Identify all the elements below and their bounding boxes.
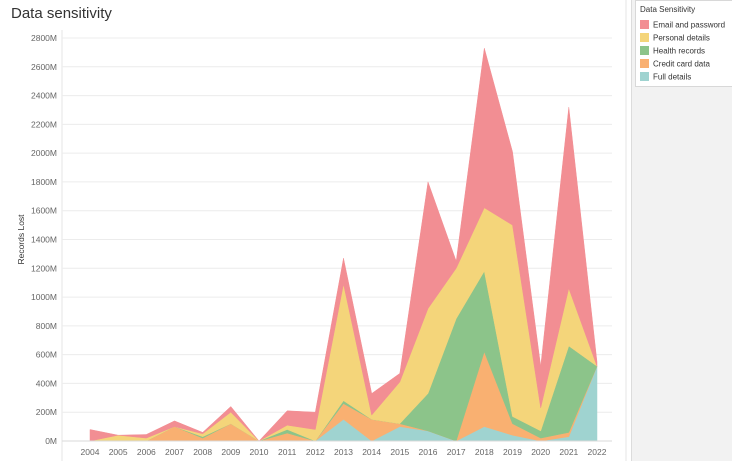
legend-swatch	[640, 46, 649, 56]
y-tick-label: 2800M	[31, 33, 57, 43]
y-tick-label: 1000M	[31, 292, 57, 302]
legend-item-credit-card-data[interactable]: Credit card data	[640, 59, 710, 69]
chart-title: Data sensitivity	[11, 5, 112, 22]
legend-item-full-details[interactable]: Full details	[640, 72, 691, 82]
x-tick-label: 2004	[81, 447, 100, 457]
x-tick-label: 2015	[390, 447, 409, 457]
y-tick-label: 200M	[36, 407, 57, 417]
legend-label: Health records	[653, 46, 706, 56]
legend-swatch	[640, 59, 649, 69]
x-tick-label: 2022	[588, 447, 607, 457]
y-tick-label: 1400M	[31, 235, 57, 245]
y-tick-label: 0M	[45, 436, 57, 446]
y-tick-label: 1600M	[31, 206, 57, 216]
y-tick-label: 2200M	[31, 119, 57, 129]
x-tick-label: 2005	[109, 447, 128, 457]
x-tick-label: 2014	[362, 447, 381, 457]
x-tick-label: 2010	[250, 447, 269, 457]
legend-label: Email and password	[653, 20, 726, 30]
legend-item-health-records[interactable]: Health records	[640, 46, 705, 56]
x-tick-label: 2006	[137, 447, 156, 457]
area-chart: 0M 200M 400M 600M 800M 1000M 1200M 1400M 1600M 18…	[16, 0, 627, 461]
y-tick-label: 2400M	[31, 91, 57, 101]
legend-swatch	[640, 20, 649, 30]
x-tick-label: 2008	[193, 447, 212, 457]
y-tick-label: 2000M	[31, 148, 57, 158]
y-tick-label: 600M	[36, 350, 57, 360]
y-tick-label: 1800M	[31, 177, 57, 187]
x-tick-label: 2011	[278, 447, 297, 457]
x-tick-label: 2016	[419, 447, 438, 457]
legend-title: Data Sensitivity	[640, 5, 696, 14]
y-tick-label: 1200M	[31, 263, 57, 273]
x-tick-label: 2018	[475, 447, 494, 457]
x-tick-label: 2020	[531, 447, 550, 457]
y-tick-label: 800M	[36, 321, 57, 331]
legend-swatch	[640, 33, 649, 43]
x-tick-label: 2019	[503, 447, 522, 457]
y-tick-label: 2600M	[31, 62, 57, 72]
x-tick-label: 2009	[221, 447, 240, 457]
x-tick-label: 2007	[165, 447, 184, 457]
legend-item-personal-details[interactable]: Personal details	[640, 33, 710, 43]
legend-item-email-and-password[interactable]: Email and password	[640, 20, 725, 30]
x-tick-label: 2021	[559, 447, 578, 457]
y-tick-label: 400M	[36, 378, 57, 388]
legend-label: Personal details	[653, 33, 710, 43]
x-tick-label: 2012	[306, 447, 325, 457]
legend-swatch	[640, 72, 649, 82]
x-tick-label: 2013	[334, 447, 353, 457]
legend-panel: Data Sensitivity Email and password Pers…	[631, 0, 732, 461]
legend: Data Sensitivity Email and password Pers…	[635, 0, 732, 87]
legend-label: Credit card data	[653, 59, 710, 69]
x-tick-label: 2017	[447, 447, 466, 457]
area-email-and-password	[89, 47, 598, 442]
y-axis-title: Records Lost	[16, 214, 26, 265]
legend-label: Full details	[653, 72, 692, 82]
